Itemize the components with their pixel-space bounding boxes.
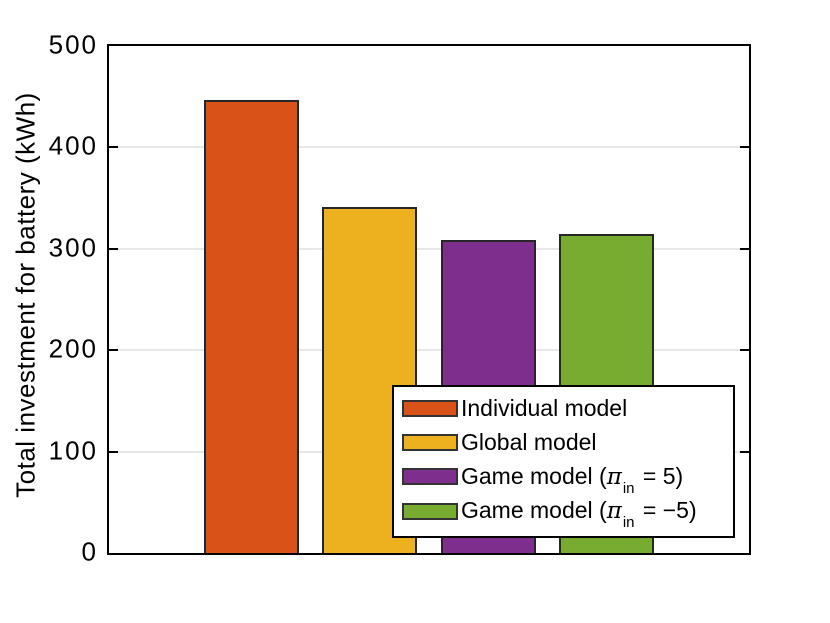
legend-label-game-model-pi-in-5: Game model (πin = 5) bbox=[461, 462, 684, 497]
pi-symbol: π bbox=[606, 463, 622, 490]
y-tick-label-300: 300 bbox=[48, 232, 98, 263]
pi-symbol: π bbox=[606, 498, 622, 525]
legend-label-game-model-pi-in-5: Game model (πin = −5) bbox=[461, 497, 697, 532]
y-tick-label-0: 0 bbox=[81, 536, 98, 567]
legend: Individual model Global model Game model (… bbox=[392, 385, 735, 538]
legend-swatch-individual-model bbox=[402, 400, 458, 418]
legend-swatch-global-model bbox=[402, 434, 458, 452]
y-tick-label-400: 400 bbox=[48, 130, 98, 161]
tick-right-100 bbox=[740, 450, 749, 453]
legend-row-game-model-pi-in-5: Game model (πin = −5) bbox=[402, 497, 727, 532]
legend-swatch-game-model-pi-in-5 bbox=[402, 468, 458, 486]
legend-swatch-game-model-pi-in-5 bbox=[402, 503, 458, 521]
legend-row-individual-model: Individual model bbox=[402, 396, 727, 421]
tick-right-400 bbox=[740, 146, 749, 149]
tick-right-300 bbox=[740, 247, 749, 250]
bar-individual-model bbox=[203, 99, 299, 553]
gridline-400 bbox=[109, 146, 749, 149]
legend-label-individual-model: Individual model bbox=[461, 395, 628, 422]
bar-global-model bbox=[322, 207, 418, 553]
y-tick-label-100: 100 bbox=[48, 434, 98, 465]
tick-left-200 bbox=[109, 349, 118, 352]
tick-left-300 bbox=[109, 247, 118, 250]
gridline-300 bbox=[109, 247, 749, 250]
legend-row-game-model-pi-in-5: Game model (πin = 5) bbox=[402, 462, 727, 497]
legend-label-global-model: Global model bbox=[461, 428, 597, 455]
tick-left-400 bbox=[109, 146, 118, 149]
y-tick-label-500: 500 bbox=[48, 29, 98, 60]
tick-left-100 bbox=[109, 450, 118, 453]
gridline-200 bbox=[109, 349, 749, 352]
legend-row-global-model: Global model bbox=[402, 428, 727, 455]
tick-right-200 bbox=[740, 349, 749, 352]
y-tick-label-200: 200 bbox=[48, 333, 98, 364]
